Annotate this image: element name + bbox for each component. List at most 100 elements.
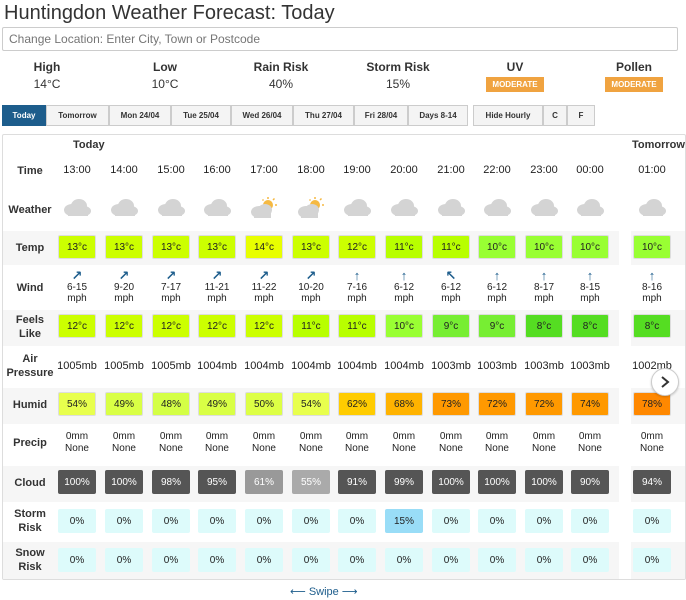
- snow-risk-cell: 0%: [385, 548, 423, 572]
- feels-like-cell: 11°c: [338, 314, 376, 338]
- tab-mon[interactable]: Mon 24/04: [109, 105, 171, 126]
- pressure-cell: 1004mb: [197, 360, 237, 372]
- summary-low-label: Low: [153, 60, 177, 74]
- precip-amount: 0mm: [640, 431, 664, 442]
- fahrenheit-toggle[interactable]: F: [567, 105, 595, 126]
- sun-cloud-icon: [291, 197, 331, 221]
- humidity-cell: 74%: [571, 392, 609, 416]
- wind-unit: mph: [580, 293, 600, 304]
- celsius-toggle[interactable]: C: [543, 105, 567, 126]
- temp-cell: 13°c: [152, 235, 190, 259]
- hour-time: 15:00: [157, 164, 185, 176]
- storm-risk-cell: 0%: [292, 509, 330, 533]
- tab-today[interactable]: Today: [2, 105, 46, 126]
- cloud-cover-cell: 99%: [385, 470, 423, 494]
- summary-high-label: High: [33, 60, 61, 74]
- storm-risk-cell: 0%: [432, 509, 470, 533]
- storm-risk-cell: 15%: [385, 509, 423, 533]
- row-label-time: Time: [17, 165, 43, 177]
- wind-speed: 8-17: [533, 282, 554, 293]
- wind-direction-icon: ↗: [211, 268, 223, 283]
- hour-time: 17:00: [250, 164, 278, 176]
- hour-time: 18:00: [297, 164, 325, 176]
- temp-cell: 13°c: [58, 235, 96, 259]
- day-label-tomorrow: Tomorrow: [632, 139, 685, 151]
- storm-risk-cell: 0%: [58, 509, 96, 533]
- wind-unit: mph: [207, 293, 227, 304]
- tab-tomorrow[interactable]: Tomorrow: [46, 105, 109, 126]
- pressure-cell: 1005mb: [104, 360, 144, 372]
- precip-cell: 0mm None: [57, 431, 97, 455]
- hour-time: 00:00: [576, 164, 604, 176]
- cloud-cover-cell: 61%: [245, 470, 283, 494]
- precip-amount: 0mm: [205, 431, 229, 442]
- wind-cell: ↑ 6-12 mph: [477, 269, 517, 304]
- row-label-wind: Wind: [16, 282, 44, 294]
- wind-cell: ↗ 6-15 mph: [57, 269, 97, 304]
- precip-type: None: [640, 443, 664, 454]
- tab-days-8-14[interactable]: Days 8-14: [408, 105, 468, 126]
- wind-cell: ↑ 8-16 mph: [632, 269, 672, 304]
- wind-direction-icon: ↑: [540, 268, 548, 283]
- pressure-cell: 1004mb: [244, 360, 284, 372]
- wind-direction-icon: ↗: [258, 268, 270, 283]
- temp-cell: 11°c: [385, 235, 423, 259]
- day-divider: [619, 135, 631, 579]
- tab-fri[interactable]: Fri 28/04: [354, 105, 408, 126]
- wind-unit: mph: [441, 293, 461, 304]
- precip-cell: 0mm None: [151, 431, 191, 455]
- summary-storm-label: Storm Risk: [366, 60, 430, 74]
- humidity-cell: 49%: [105, 392, 143, 416]
- cloud-icon: [337, 197, 377, 221]
- precip-cell: 0mm None: [477, 431, 517, 455]
- precip-type: None: [205, 443, 229, 454]
- page-title: Huntingdon Weather Forecast: Today: [4, 2, 335, 24]
- precip-type: None: [112, 443, 136, 454]
- row-label-weather: Weather: [8, 204, 52, 216]
- uv-badge: MODERATE: [486, 77, 544, 92]
- wind-unit: mph: [161, 293, 181, 304]
- precip-cell: 0mm None: [384, 431, 424, 455]
- location-search-input[interactable]: [2, 27, 678, 51]
- snow-risk-cell: 0%: [245, 548, 283, 572]
- cloud-icon: [197, 197, 237, 221]
- cloud-cover-cell: 100%: [58, 470, 96, 494]
- precip-type: None: [65, 443, 89, 454]
- hide-hourly-button[interactable]: Hide Hourly: [473, 105, 543, 126]
- summary-high: High 14°C: [22, 60, 72, 91]
- feels-like-cell: 12°c: [105, 314, 143, 338]
- cloud-icon: [524, 197, 564, 221]
- hour-time: 22:00: [483, 164, 511, 176]
- cloud-icon: [151, 197, 191, 221]
- tab-wed[interactable]: Wed 26/04: [231, 105, 293, 126]
- precip-cell: 0mm None: [244, 431, 284, 455]
- cloud-icon: [104, 197, 144, 221]
- wind-cell: ↑ 6-12 mph: [384, 269, 424, 304]
- row-label-humid: Humid: [12, 399, 48, 411]
- precip-cell: 0mm None: [104, 431, 144, 455]
- hour-time: 19:00: [343, 164, 371, 176]
- row-label-storm-risk: Storm Risk: [3, 507, 57, 535]
- humidity-cell: 54%: [292, 392, 330, 416]
- row-label-pressure: Pressure: [6, 367, 54, 379]
- precip-cell: 0mm None: [570, 431, 610, 455]
- row-label-risk: Risk: [18, 522, 42, 534]
- hour-time: 23:00: [530, 164, 558, 176]
- tab-thu[interactable]: Thu 27/04: [293, 105, 354, 126]
- wind-cell: ↗ 10-20 mph: [291, 269, 331, 304]
- pressure-cell: 1005mb: [151, 360, 191, 372]
- hour-time: 21:00: [437, 164, 465, 176]
- wind-unit: mph: [301, 293, 321, 304]
- hourly-forecast-grid: Today Tomorrow Time Weather Temp Wind Fe…: [2, 134, 686, 580]
- wind-speed: 8-15: [579, 282, 600, 293]
- tab-tue[interactable]: Tue 25/04: [171, 105, 231, 126]
- wind-cell: ↑ 8-17 mph: [524, 268, 564, 304]
- temp-cell: 14°c: [245, 235, 283, 259]
- summary-rain-value: 40%: [268, 77, 294, 91]
- scroll-next-button[interactable]: [651, 368, 679, 396]
- precip-amount: 0mm: [532, 431, 556, 442]
- snow-risk-cell: 0%: [58, 548, 96, 572]
- hour-time: 16:00: [203, 164, 231, 176]
- wind-speed: 7-17: [160, 282, 181, 293]
- cloud-cover-cell: 90%: [571, 470, 609, 494]
